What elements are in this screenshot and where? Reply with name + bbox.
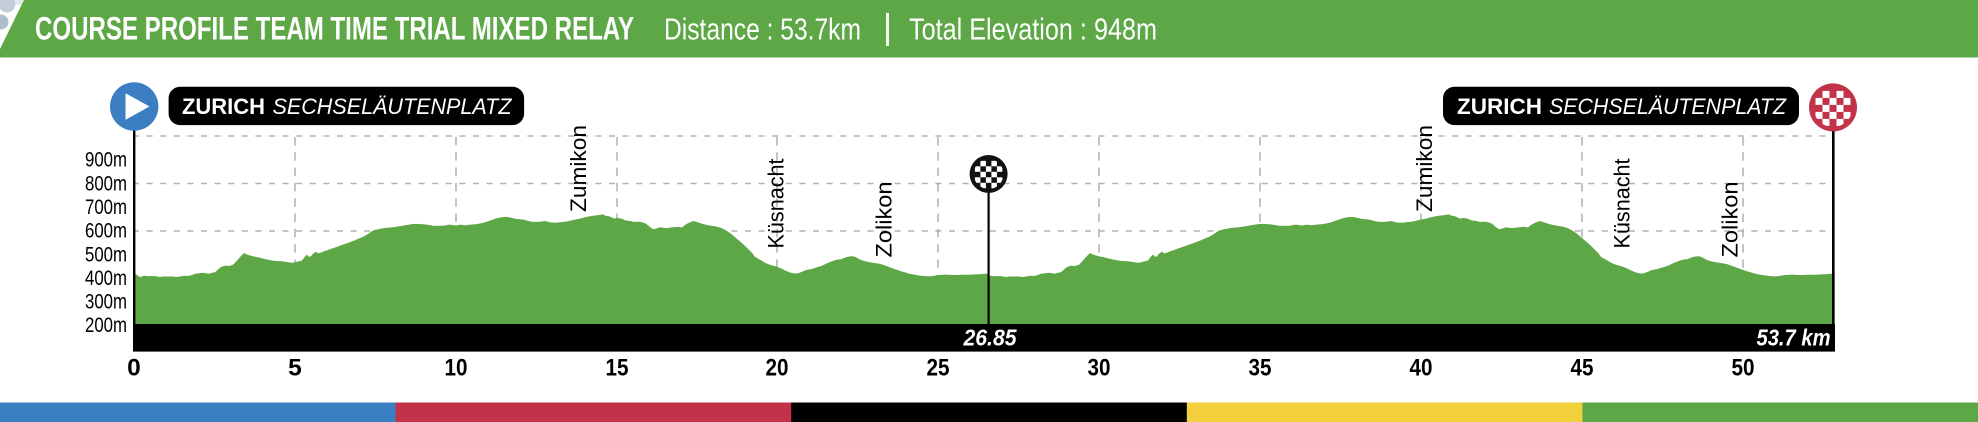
svg-text:26.85: 26.85 — [963, 325, 1018, 351]
svg-text:Zolikon: Zolikon — [1718, 182, 1743, 258]
svg-text:15: 15 — [606, 355, 629, 382]
svg-text:500m: 500m — [85, 242, 127, 266]
svg-text:53.7 km: 53.7 km — [1757, 325, 1831, 351]
svg-text:ZURICH: ZURICH — [182, 94, 265, 119]
svg-text:Zumikon: Zumikon — [1412, 125, 1437, 212]
svg-text:COURSE PROFILE TEAM TIME TRIAL: COURSE PROFILE TEAM TIME TRIAL MIXED REL… — [35, 11, 634, 47]
svg-text:Total Elevation : 948m: Total Elevation : 948m — [909, 12, 1157, 47]
svg-text:0: 0 — [127, 355, 141, 382]
svg-text:300m: 300m — [85, 290, 127, 314]
svg-text:20: 20 — [766, 355, 789, 382]
svg-text:700m: 700m — [85, 195, 127, 219]
svg-text:400m: 400m — [85, 266, 127, 290]
svg-text:600m: 600m — [85, 219, 127, 243]
svg-text:200m: 200m — [85, 313, 127, 337]
svg-text:5: 5 — [288, 355, 302, 382]
svg-text:30: 30 — [1088, 355, 1111, 382]
svg-text:ZURICH: ZURICH — [1457, 94, 1542, 119]
svg-text:SECHSELÄUTENPLATZ: SECHSELÄUTENPLATZ — [1549, 94, 1787, 119]
svg-text:Küsnacht: Küsnacht — [1610, 159, 1635, 249]
svg-text:900m: 900m — [85, 148, 127, 172]
svg-text:25: 25 — [927, 355, 950, 382]
svg-text:45: 45 — [1571, 355, 1594, 382]
svg-text:35: 35 — [1249, 355, 1272, 382]
svg-text:50: 50 — [1732, 355, 1755, 382]
svg-text:Zolikon: Zolikon — [872, 182, 897, 258]
svg-text:Zumikon: Zumikon — [566, 125, 591, 212]
svg-text:800m: 800m — [85, 171, 127, 195]
svg-text:Distance : 53.7km: Distance : 53.7km — [664, 12, 861, 47]
svg-text:40: 40 — [1410, 355, 1433, 382]
svg-text:SECHSELÄUTENPLATZ: SECHSELÄUTENPLATZ — [273, 94, 513, 119]
svg-text:10: 10 — [445, 355, 468, 382]
svg-text:Küsnacht: Küsnacht — [764, 159, 789, 249]
